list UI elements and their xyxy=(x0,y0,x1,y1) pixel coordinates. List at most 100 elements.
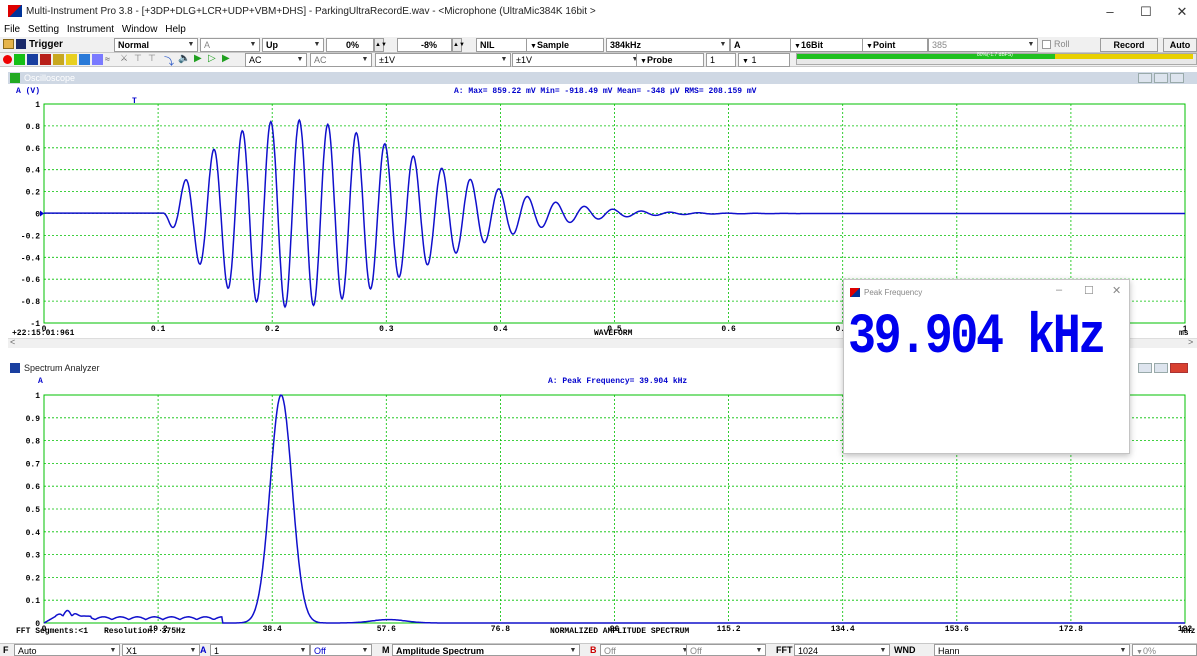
off-value-2: Off xyxy=(604,646,616,656)
mode-select[interactable]: Amplitude Spectrum ▼ xyxy=(392,644,580,656)
range-a-select[interactable]: ±1V ▼ xyxy=(375,53,511,67)
channel-a-label: A xyxy=(200,645,207,655)
spec-ytick-label: 0.2 xyxy=(26,574,41,583)
bits-select[interactable]: ▼16Bit xyxy=(790,38,870,52)
fft-size-select[interactable]: 1024 ▼ xyxy=(794,644,890,656)
point-count-field[interactable]: 385 ▼ xyxy=(928,38,1038,52)
spectrum-plot[interactable]: 1 0.9 0.8 0.7 0.6 0.5 0.4 0.3 0.2 0.1 00 19.2 38.4 57… xyxy=(8,386,1197,642)
trigger-channel-select[interactable]: A ▼ xyxy=(200,38,260,52)
open-folder-icon[interactable] xyxy=(3,39,14,49)
osc-ytick-label: 0 xyxy=(35,211,40,220)
spectrum-window-icon xyxy=(10,363,20,373)
record-dot-icon[interactable] xyxy=(3,55,12,64)
dds-icon[interactable]: ≈ xyxy=(105,54,110,64)
coupling-a-select[interactable]: AC ▼ xyxy=(245,53,307,67)
peak-frequency-window[interactable]: Peak Frequency – ☐ ✕ 39.904 kHz xyxy=(843,279,1130,454)
spec-ytick-label: 0 xyxy=(35,620,40,629)
spec-close-button[interactable] xyxy=(1170,363,1188,373)
spectrum-icon[interactable] xyxy=(27,54,38,65)
sample-rate-select[interactable]: 384kHz ▼ xyxy=(606,38,730,52)
data-logger-icon[interactable] xyxy=(79,54,90,65)
channel-a-select[interactable]: 1 ▼ xyxy=(210,644,310,656)
toolbar-instruments: ≈ ⚔ ⊤ ⊤ ⤵ 🔈 ▶ ▷ ▶ AC ▼ AC ▼ ±1V ▼ ±1V ▼ ▼Pro… xyxy=(0,52,1197,68)
oscilloscope-plot[interactable]: 10.80.60.40.20-0.2-0.4-0.6-0.8-10 0.1 0.2 0… xyxy=(8,96,1197,348)
probe-b-value: 1 xyxy=(751,55,757,65)
coupling-b-select[interactable]: AC ▼ xyxy=(310,53,372,67)
osc-minimize-button[interactable] xyxy=(1138,73,1152,83)
off-select-2[interactable]: Off ▼ xyxy=(600,644,692,656)
nil-select[interactable]: NIL xyxy=(476,38,532,52)
point-select[interactable]: ▼Point xyxy=(862,38,928,52)
spec-restore-button[interactable] xyxy=(1154,363,1168,373)
probe-b-select[interactable]: ▼ 1 xyxy=(738,53,790,67)
lcr-icon[interactable]: ⚔ xyxy=(120,53,129,63)
phase-plot-icon[interactable] xyxy=(53,54,64,65)
forward-icon[interactable]: ▶ xyxy=(222,53,230,64)
menu-file[interactable]: File xyxy=(4,24,21,35)
dac-icon[interactable]: ⤵ xyxy=(164,57,174,68)
overlap-value: 0% xyxy=(1142,646,1156,656)
menu-help[interactable]: Help xyxy=(165,24,186,35)
x-multiplier-value: X1 xyxy=(126,646,138,656)
osc-xtick-label: 0.3 xyxy=(379,325,394,334)
oscilloscope-icon[interactable] xyxy=(14,54,25,65)
play-icon[interactable]: ▶ xyxy=(194,53,202,64)
osc-close-button[interactable] xyxy=(1170,73,1184,83)
off-select-1[interactable]: Off ▼ xyxy=(310,644,372,656)
osc-ytick-label: -0.4 xyxy=(21,254,40,263)
peak-close-button[interactable]: ✕ xyxy=(1112,285,1122,297)
window-func-value: Hann xyxy=(938,646,960,656)
menu-instrument[interactable]: Instrument xyxy=(66,24,115,35)
probe-select[interactable]: ▼Probe xyxy=(636,53,704,67)
pretrigger-spinner[interactable]: ▲▼ xyxy=(452,38,465,52)
fft-f-select[interactable]: Auto ▼ xyxy=(14,644,120,656)
peak-minimize-button[interactable]: – xyxy=(1056,284,1063,296)
speaker-icon[interactable]: 🔈 xyxy=(178,53,191,64)
menu-setting[interactable]: Setting xyxy=(27,24,60,35)
x-multiplier-select[interactable]: X1 ▼ xyxy=(122,644,200,656)
osc-xtick-label: 0.4 xyxy=(493,325,508,334)
minimize-button[interactable]: – xyxy=(1106,4,1114,19)
osc-restore-button[interactable] xyxy=(1154,73,1168,83)
pretrigger-field[interactable]: -8% xyxy=(397,38,452,52)
roll-checkbox[interactable] xyxy=(1042,40,1051,49)
step-play-icon[interactable]: ▷ xyxy=(208,53,216,64)
spectrogram-icon[interactable] xyxy=(40,54,51,65)
spec-ylabel: A xyxy=(38,377,43,386)
trigger-level-spinner[interactable]: ▲▼ xyxy=(374,38,387,52)
spec-ytick-label: 1 xyxy=(35,392,40,401)
osc-xtick-label: 0.6 xyxy=(721,325,736,334)
probe-icon[interactable]: ⊤ xyxy=(148,53,156,63)
close-button[interactable]: ✕ xyxy=(1176,4,1188,19)
m-label: M xyxy=(382,645,390,655)
spec-ytick-label: 0.4 xyxy=(26,529,41,538)
channel-value: A xyxy=(734,40,741,50)
menu-window[interactable]: Window xyxy=(121,24,158,35)
save-icon[interactable] xyxy=(16,39,26,49)
window-func-select[interactable]: Hann ▼ xyxy=(934,644,1130,656)
signal-generator-icon[interactable] xyxy=(92,54,103,65)
range-b-select[interactable]: ±1V ▼ xyxy=(512,53,642,67)
off-select-3[interactable]: Off ▼ xyxy=(686,644,766,656)
chevron-down-icon: ▼ xyxy=(879,647,887,654)
overlap-select[interactable]: ▼0% xyxy=(1132,644,1197,656)
chevron-down-icon: ▼ xyxy=(313,41,321,48)
trigger-mode-select[interactable]: Normal ▼ xyxy=(114,38,198,52)
scroll-left-icon[interactable]: < xyxy=(10,337,16,347)
probe-a-select[interactable]: 1 xyxy=(706,53,736,67)
osc-hscrollbar[interactable]: < > xyxy=(8,337,1197,348)
maximize-button[interactable]: ☐ xyxy=(1140,4,1152,19)
chevron-down-icon: ▼ xyxy=(361,647,369,654)
record-button[interactable]: Record xyxy=(1100,38,1158,52)
sample-mode-select[interactable]: ▼Sample xyxy=(526,38,604,52)
trigger-edge-select[interactable]: Up ▼ xyxy=(262,38,324,52)
auto-button[interactable]: Auto xyxy=(1163,38,1197,52)
peak-maximize-button[interactable]: ☐ xyxy=(1084,285,1094,297)
scroll-right-icon[interactable]: > xyxy=(1188,337,1194,347)
spec-minimize-button[interactable] xyxy=(1138,363,1152,373)
osc-ytick-label: -0.2 xyxy=(21,232,40,241)
meter-icon[interactable] xyxy=(66,54,77,65)
osc-xtick-label: 0 xyxy=(42,325,47,334)
trigger-level-field[interactable]: 0% xyxy=(326,38,374,52)
device-test-icon[interactable]: ⊤ xyxy=(134,53,142,63)
